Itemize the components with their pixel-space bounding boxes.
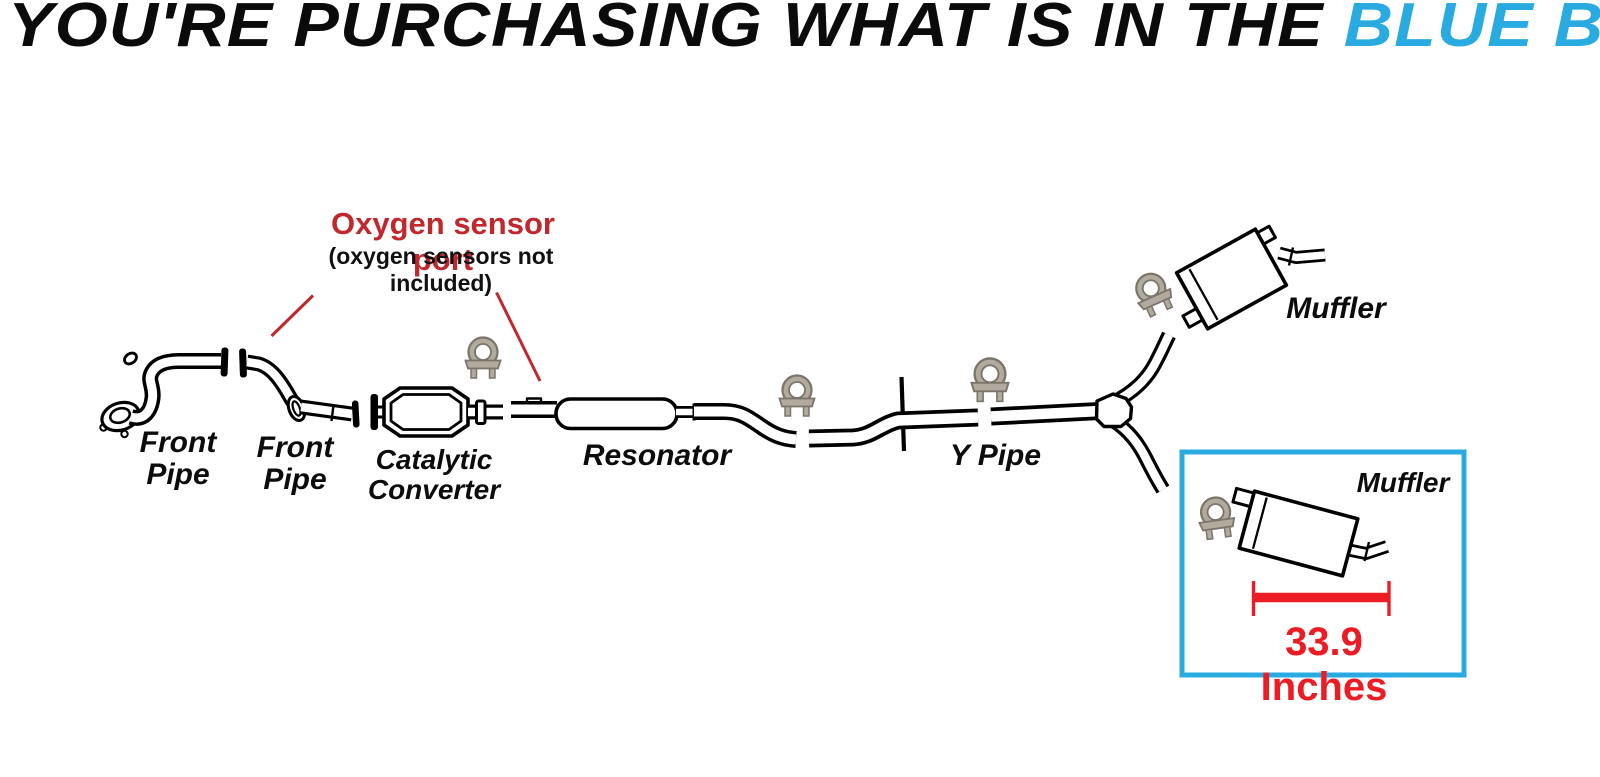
page-title: YOU'RE PURCHASING WHAT IS IN THE BLUE BO…: [8, 0, 1600, 59]
leader-line-right: [495, 291, 542, 382]
oxygen-sensor-callout-heading: Oxygen sensor port: [331, 206, 555, 277]
resonator-drawing: [511, 397, 797, 448]
u-bolt-clamp-icon: [778, 374, 816, 418]
label-muffler-rear: Muffler: [1286, 292, 1386, 325]
callout-leader-lines: [270, 291, 542, 382]
catalytic-converter-drawing: [370, 386, 503, 438]
label-muffler-included: Muffler: [1356, 467, 1450, 498]
oxygen-sensor-callout-note: (oxygen sensors not included): [328, 243, 554, 296]
label-front-pipe-left: Front Pipe: [139, 426, 217, 492]
rear-muffler-drawing: [1174, 224, 1326, 331]
leader-line-left: [270, 294, 315, 338]
muffler-length-value: 33.9 Inches: [1260, 620, 1388, 709]
label-y-pipe: Y Pipe: [949, 439, 1042, 472]
length-measurement: [1251, 581, 1391, 616]
u-bolt-clamp-icon: [464, 336, 502, 380]
included-muffler-drawing: [1231, 486, 1390, 578]
intermediate-pipe-drawing: [808, 376, 979, 452]
u-bolt-clamp-icon: [970, 357, 1010, 403]
label-catalytic-converter: Catalytic Converter: [367, 444, 501, 505]
title-highlight-text: BLUE BOX: [1343, 0, 1600, 60]
front-pipe-right-drawing: [239, 348, 360, 428]
u-bolt-clamp-icon: [1127, 266, 1179, 321]
title-main-text: YOU'RE PURCHASING WHAT IS IN THE: [8, 0, 1324, 60]
front-pipe-left-drawing: [99, 347, 229, 439]
label-resonator: Resonator: [582, 439, 732, 472]
label-front-pipe-right: Front Pipe: [256, 431, 334, 497]
y-pipe-drawing: [990, 331, 1176, 494]
